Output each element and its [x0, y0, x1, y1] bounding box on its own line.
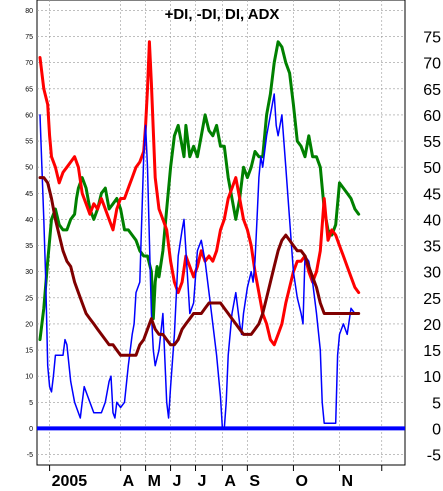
x-tick-label-5: A — [224, 473, 236, 490]
series-group — [37, 40, 405, 431]
y-tick-label-left-9: 35 — [25, 243, 33, 250]
y-tick-label-left-3: 65 — [25, 86, 33, 93]
x-tick-label-8: N — [342, 473, 354, 490]
y-tick-label-left-11: 25 — [25, 295, 33, 302]
y-tick-label-left-12: 20 — [25, 321, 33, 328]
y-tick-label-right-11: 20 — [423, 317, 441, 334]
y-tick-label-right-7: 40 — [423, 212, 441, 229]
y-tick-label-right-15: 0 — [432, 421, 441, 438]
y-tick-label-right-1: 70 — [423, 56, 441, 73]
series-line-1 — [38, 40, 361, 347]
x-tick-label-2: M — [148, 473, 161, 490]
y-tick-label-right-6: 45 — [423, 186, 441, 203]
x-tick-label-4: J — [198, 473, 207, 490]
y-tick-label-right-2: 65 — [423, 82, 441, 99]
y-tick-label-left-7: 45 — [25, 191, 33, 198]
y-tick-label-right-12: 15 — [423, 343, 441, 360]
y-tick-label-left-16: 0 — [29, 426, 33, 433]
y-tick-label-left-14: 10 — [25, 374, 33, 381]
y-tick-label-right-14: 5 — [432, 395, 441, 412]
y-tick-label-left-4: 60 — [25, 112, 33, 119]
y-tick-label-right-0: 75 — [423, 30, 441, 47]
y-tick-label-right-3: 60 — [423, 108, 441, 125]
y-tick-label-right-8: 35 — [423, 239, 441, 256]
y-tick-label-left-0: 80 — [25, 8, 33, 15]
y-tick-label-right-4: 55 — [423, 134, 441, 151]
y-tick-label-left-8: 40 — [25, 217, 33, 224]
y-tick-label-right-13: 10 — [423, 369, 441, 386]
y-tick-label-left-13: 15 — [25, 348, 33, 355]
x-tick-label-7: O — [295, 473, 307, 490]
y-tick-label-left-17: -5 — [27, 452, 33, 459]
x-axis: 2005 A M J J A S O N — [49, 465, 383, 490]
chart-title: +DI, -DI, DI, ADX — [165, 6, 280, 23]
x-tick-label-6: S — [249, 473, 260, 490]
y-tick-label-left-2: 70 — [25, 60, 33, 67]
y-tick-label-right-9: 30 — [423, 265, 441, 282]
y-tick-label-right-5: 50 — [423, 160, 441, 177]
series-line-0 — [38, 40, 361, 342]
y-tick-label-right-16: -5 — [427, 448, 441, 465]
x-tick-label-3: J — [173, 473, 182, 490]
y-tick-label-left-1: 75 — [25, 34, 33, 41]
x-tick-label-1: A — [123, 473, 135, 490]
y-tick-label-left-6: 50 — [25, 165, 33, 172]
x-tick-label-0: 2005 — [52, 473, 88, 490]
plot-frame — [36, 0, 406, 466]
y-tick-label-left-10: 30 — [25, 269, 33, 276]
y-tick-label-right-10: 25 — [423, 291, 441, 308]
series-line-2 — [39, 93, 360, 430]
y-tick-label-left-5: 55 — [25, 139, 33, 146]
series-line-3 — [38, 176, 361, 357]
y-tick-label-left-15: 5 — [29, 400, 33, 407]
